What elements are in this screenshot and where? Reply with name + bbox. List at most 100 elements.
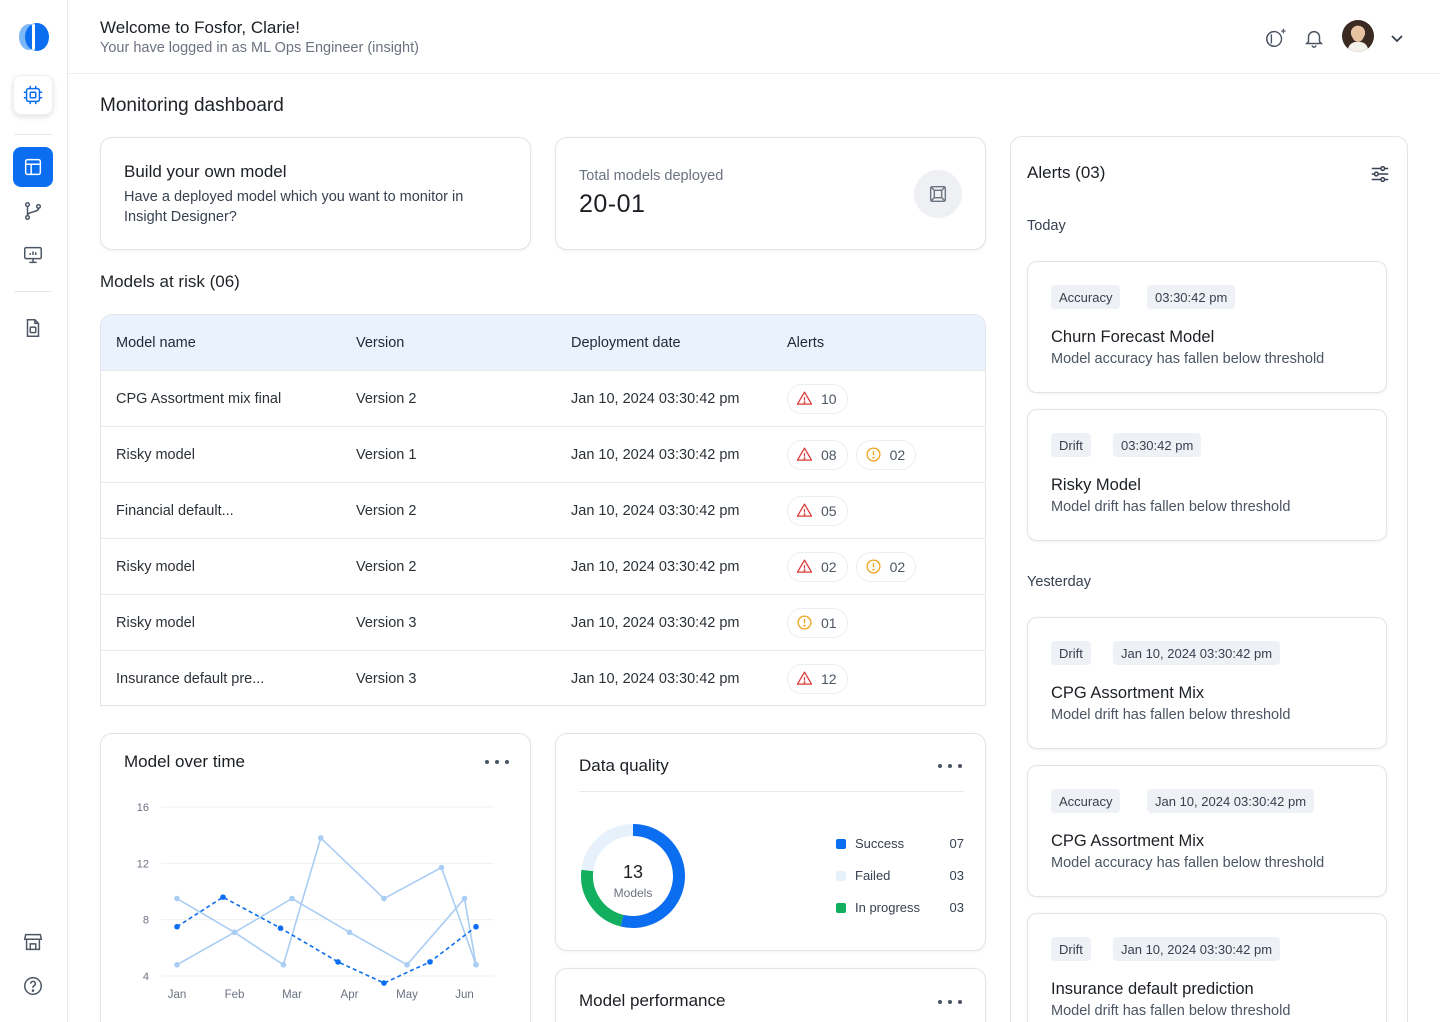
sidebar-item-store[interactable] bbox=[13, 922, 53, 962]
table-row[interactable]: Risky model Version 2 Jan 10, 2024 03:30:4… bbox=[101, 538, 985, 594]
table-row[interactable]: Insurance default pre... Version 3 Jan 10,… bbox=[101, 650, 985, 705]
data-point[interactable] bbox=[427, 959, 433, 965]
error-alert-badge[interactable]: 10 bbox=[787, 383, 848, 414]
table-row[interactable]: Risky model Version 3 Jan 10, 2024 03:30:4… bbox=[101, 594, 985, 650]
filter-icon[interactable] bbox=[1369, 163, 1391, 185]
bell-icon[interactable] bbox=[1302, 26, 1326, 50]
alert-type-tag: Accuracy bbox=[1051, 789, 1121, 813]
alert-count: 02 bbox=[889, 558, 906, 575]
legend-label: In progress bbox=[855, 900, 921, 915]
column-header[interactable]: Deployment date bbox=[571, 334, 681, 351]
alert-count: 08 bbox=[821, 446, 837, 463]
error-alert-badge[interactable]: 08 bbox=[787, 439, 848, 470]
avatar[interactable] bbox=[1342, 20, 1374, 52]
version-cell: Version 2 bbox=[356, 502, 417, 519]
alert-model-name: Risky Model bbox=[1051, 476, 1141, 494]
alert-time-tag: 03:30:42 pm bbox=[1113, 433, 1202, 457]
legend-item[interactable]: Failed 03 bbox=[836, 868, 964, 883]
sidebar-item-pipelines[interactable] bbox=[13, 191, 53, 231]
table-row[interactable]: Risky model Version 1 Jan 10, 2024 03:30:4… bbox=[101, 426, 985, 482]
sidebar-item-dashboard[interactable] bbox=[13, 147, 53, 187]
data-point[interactable] bbox=[473, 961, 479, 968]
page-title: Monitoring dashboard bbox=[100, 95, 284, 116]
data-point[interactable] bbox=[381, 895, 387, 902]
warning-alert-badge[interactable]: 02 bbox=[855, 551, 917, 582]
warning-triangle-icon bbox=[796, 390, 813, 407]
deployment-date-cell: Jan 10, 2024 03:30:42 pm bbox=[571, 558, 740, 575]
sidebar-item-help[interactable] bbox=[13, 966, 53, 1006]
data-point[interactable] bbox=[231, 929, 238, 936]
alert-count: 02 bbox=[889, 446, 906, 463]
alert-card[interactable]: Accuracy 03:30:42 pm Churn Forecast Model M… bbox=[1027, 261, 1387, 393]
legend-swatch bbox=[836, 870, 846, 881]
error-alert-badge[interactable]: 02 bbox=[787, 551, 848, 582]
build-model-card[interactable]: Build your own model Have a deployed mod… bbox=[100, 137, 531, 250]
model-name-cell: CPG Assortment mix final bbox=[116, 390, 282, 407]
x-tick-label: Mar bbox=[282, 989, 302, 1001]
alert-type-tag: Drift bbox=[1051, 433, 1091, 457]
column-header[interactable]: Version bbox=[356, 334, 405, 351]
sidebar-item-models[interactable] bbox=[13, 75, 53, 115]
data-point[interactable] bbox=[473, 923, 479, 930]
version-cell: Version 3 bbox=[356, 614, 417, 631]
line-chart: 16 12 8 4 Jan Feb Mar Apr May Jun bbox=[137, 802, 494, 1001]
table-row[interactable]: Financial default... Version 2 Jan 10, 202… bbox=[101, 482, 985, 538]
deployment-date-cell: Jan 10, 2024 03:30:42 pm bbox=[571, 502, 740, 519]
data-point[interactable] bbox=[277, 925, 284, 931]
data-point[interactable] bbox=[404, 961, 410, 968]
data-point[interactable] bbox=[174, 961, 180, 968]
alert-card[interactable]: Drift Jan 10, 2024 03:30:42 pm Insurance d… bbox=[1027, 913, 1387, 1022]
more-options-icon[interactable] bbox=[938, 995, 962, 1009]
donut-slice[interactable] bbox=[581, 869, 624, 927]
alert-count: 10 bbox=[821, 390, 837, 407]
sidebar-item-monitoring[interactable] bbox=[13, 235, 53, 275]
alert-card[interactable]: Accuracy Jan 10, 2024 03:30:42 pm CPG Asso… bbox=[1027, 765, 1387, 897]
alert-card[interactable]: Drift Jan 10, 2024 03:30:42 pm CPG Assortm… bbox=[1027, 617, 1387, 749]
logo-icon[interactable] bbox=[18, 22, 50, 52]
data-point[interactable] bbox=[174, 923, 180, 930]
error-alert-badge[interactable]: 12 bbox=[787, 663, 848, 694]
legend-item[interactable]: Success 07 bbox=[836, 836, 964, 851]
chip-icon bbox=[23, 85, 43, 105]
sidebar-item-documents[interactable] bbox=[13, 308, 53, 348]
data-point[interactable] bbox=[438, 864, 445, 871]
chart-title: Data quality bbox=[579, 756, 669, 775]
donut-slice[interactable] bbox=[620, 824, 685, 928]
theme-sparkle-icon[interactable] bbox=[1264, 26, 1288, 50]
chart-title: Model performance bbox=[579, 991, 726, 1010]
error-alert-badge[interactable]: 05 bbox=[787, 495, 848, 526]
donut-slice[interactable] bbox=[581, 824, 634, 872]
data-point[interactable] bbox=[335, 959, 341, 965]
alert-time-tag: Jan 10, 2024 03:30:42 pm bbox=[1113, 641, 1281, 665]
table-row[interactable]: CPG Assortment mix final Version 2 Jan 10,… bbox=[101, 370, 985, 426]
alert-card[interactable]: Drift 03:30:42 pm Risky Model Model drift h… bbox=[1027, 409, 1387, 541]
git-branch-icon bbox=[24, 202, 42, 220]
version-cell: Version 2 bbox=[356, 390, 417, 407]
more-options-icon[interactable] bbox=[938, 759, 962, 773]
alerts-cell: 08 02 bbox=[787, 439, 917, 470]
data-point[interactable] bbox=[220, 894, 226, 900]
alert-message: Model drift has fallen below threshold bbox=[1051, 1003, 1291, 1019]
column-header[interactable]: Model name bbox=[116, 334, 196, 351]
alerts-cell: 10 bbox=[787, 383, 848, 414]
legend-item[interactable]: In progress 03 bbox=[836, 900, 964, 915]
alert-circle-icon bbox=[865, 558, 882, 575]
alert-time-tag: Jan 10, 2024 03:30:42 pm bbox=[1147, 789, 1315, 813]
chevron-down-icon[interactable] bbox=[1385, 26, 1409, 50]
data-point[interactable] bbox=[461, 895, 468, 902]
data-point[interactable] bbox=[174, 895, 180, 902]
version-cell: Version 1 bbox=[356, 446, 417, 463]
more-options-icon[interactable] bbox=[485, 755, 509, 769]
monitor-icon bbox=[24, 246, 42, 264]
data-point[interactable] bbox=[381, 980, 387, 986]
warning-alert-badge[interactable]: 02 bbox=[855, 439, 917, 470]
legend-swatch bbox=[836, 902, 846, 913]
data-point[interactable] bbox=[346, 929, 353, 936]
sidebar bbox=[0, 0, 68, 1022]
data-point[interactable] bbox=[280, 961, 287, 968]
legend-label: Failed bbox=[855, 868, 891, 883]
data-point[interactable] bbox=[289, 895, 295, 902]
data-point[interactable] bbox=[317, 835, 324, 841]
column-header[interactable]: Alerts bbox=[787, 334, 825, 351]
warning-alert-badge[interactable]: 01 bbox=[787, 607, 848, 638]
